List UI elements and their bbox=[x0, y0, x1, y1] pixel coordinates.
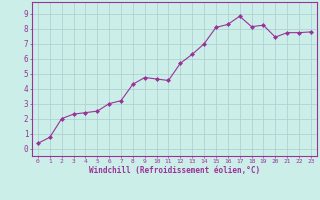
X-axis label: Windchill (Refroidissement éolien,°C): Windchill (Refroidissement éolien,°C) bbox=[89, 166, 260, 175]
